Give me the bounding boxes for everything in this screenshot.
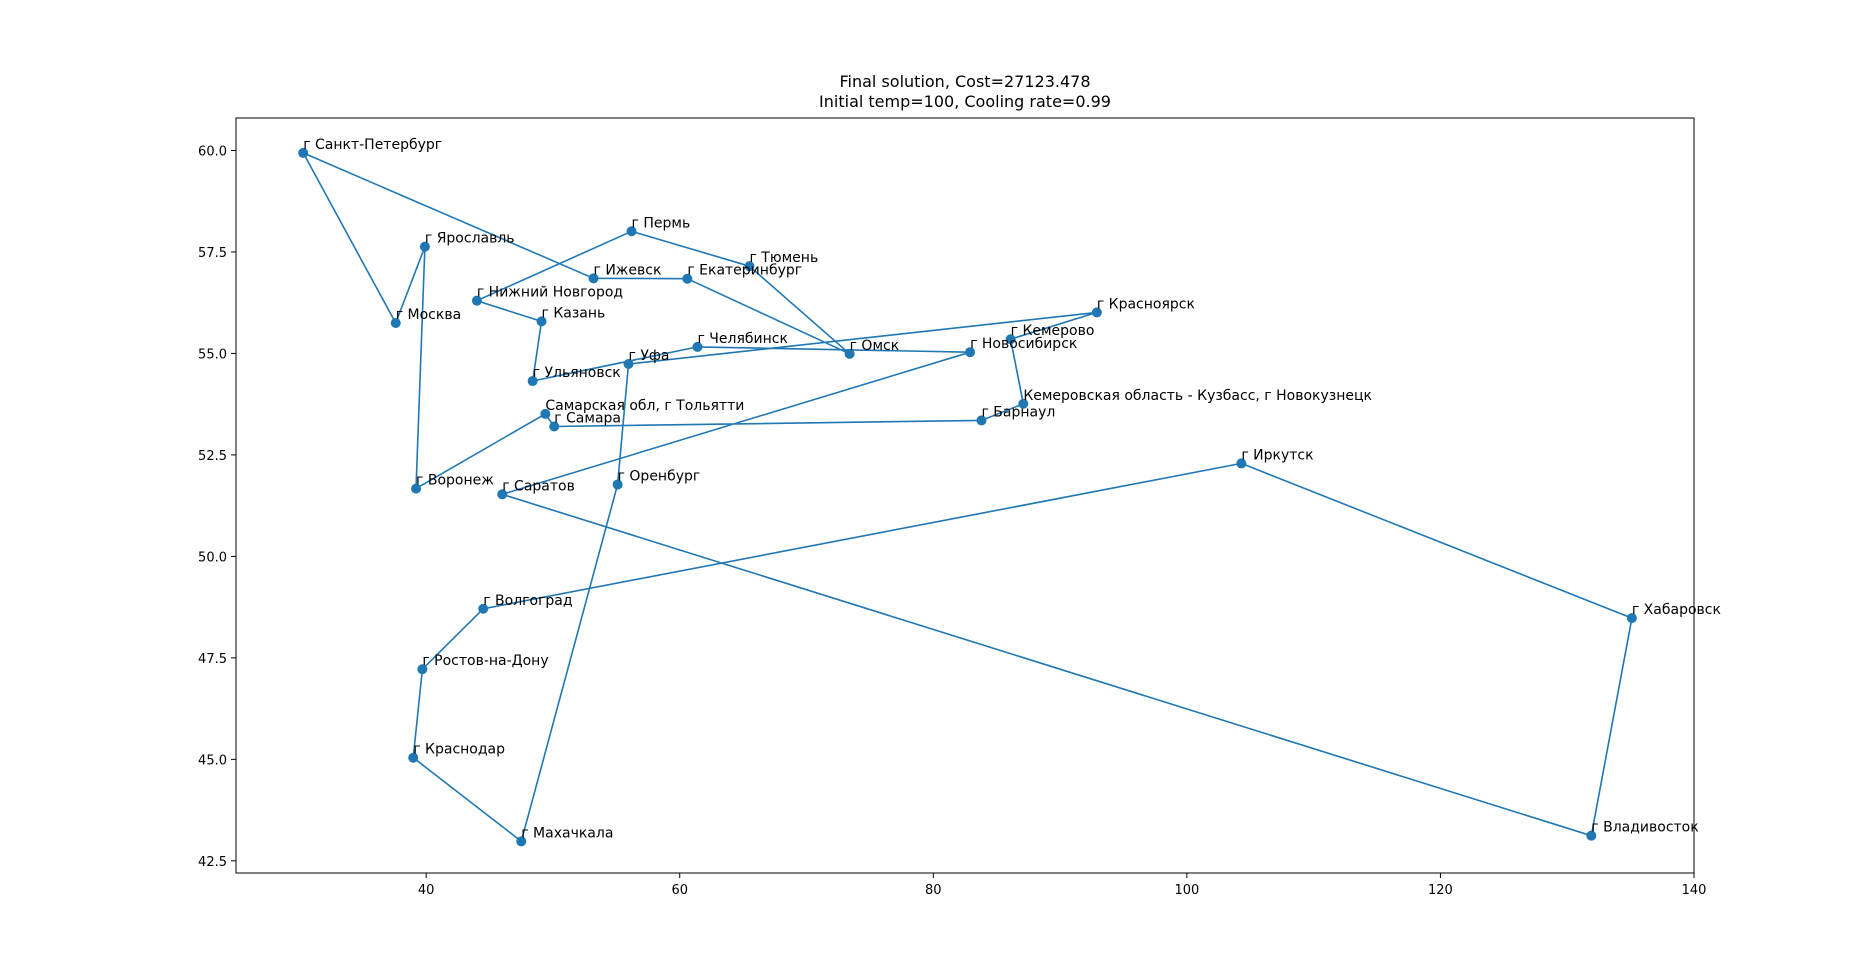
city-point bbox=[536, 316, 547, 327]
city-point bbox=[1586, 830, 1597, 841]
city-point bbox=[549, 421, 560, 432]
city-label: г Воронеж bbox=[416, 473, 494, 489]
city-point bbox=[298, 147, 309, 158]
x-tick-label: 80 bbox=[925, 883, 942, 898]
city-label: г Санкт-Петербург bbox=[303, 137, 442, 153]
city-point bbox=[527, 376, 538, 387]
x-tick-label: 60 bbox=[671, 883, 688, 898]
city-point bbox=[1018, 398, 1029, 409]
city-point bbox=[390, 317, 401, 328]
y-tick-label: 55.0 bbox=[198, 347, 227, 362]
city-label: г Кемерово bbox=[1011, 323, 1095, 339]
city-point bbox=[844, 348, 855, 359]
city-label: г Екатеринбург bbox=[687, 263, 802, 279]
axis-ticks: 40 60 80 100 120 140 42.5 45.0 47.5 50.0 52.5 55.0 5… bbox=[198, 144, 1706, 898]
city-point bbox=[588, 273, 599, 284]
city-point bbox=[626, 226, 637, 237]
y-tick-label: 57.5 bbox=[198, 246, 227, 261]
city-label: г Хабаровск bbox=[1632, 602, 1721, 618]
chart-title: Final solution, Cost=27123.478 bbox=[840, 72, 1091, 91]
city-point bbox=[411, 483, 422, 494]
chart-subtitle: Initial temp=100, Cooling rate=0.99 bbox=[819, 92, 1111, 111]
city-label: г Казань bbox=[542, 305, 606, 321]
y-tick-label: 52.5 bbox=[198, 449, 227, 464]
city-label: г Оренбург bbox=[618, 469, 701, 485]
city-label: г Тюмень bbox=[749, 250, 818, 266]
plot-area-frame bbox=[235, 117, 1695, 874]
city-label: г Новосибирск bbox=[970, 336, 1077, 352]
y-tick-label: 50.0 bbox=[198, 550, 227, 565]
city-label: г Саратов bbox=[502, 478, 575, 494]
y-tick-label: 60.0 bbox=[198, 144, 227, 159]
city-label: г Иркутск bbox=[1241, 447, 1313, 463]
city-point bbox=[419, 241, 430, 252]
city-label: г Москва bbox=[396, 307, 461, 323]
points-layer bbox=[298, 147, 1637, 847]
city-label: г Ростов-на-Дону bbox=[422, 653, 548, 669]
city-point bbox=[1626, 613, 1637, 624]
city-point bbox=[623, 358, 634, 369]
city-point bbox=[516, 836, 527, 847]
city-label: г Владивосток bbox=[1591, 820, 1698, 836]
city-label: г Самара bbox=[554, 410, 621, 426]
city-point bbox=[744, 261, 755, 272]
city-label: г Пермь bbox=[632, 215, 691, 231]
y-tick-label: 47.5 bbox=[198, 652, 227, 667]
x-tick-label: 140 bbox=[1682, 883, 1707, 898]
city-label: г Уфа bbox=[629, 348, 670, 364]
city-point bbox=[1091, 307, 1102, 318]
city-label: г Ярославль bbox=[425, 231, 515, 247]
x-tick-label: 120 bbox=[1428, 883, 1453, 898]
city-point bbox=[478, 603, 489, 614]
city-point bbox=[682, 273, 693, 284]
city-labels: г Санкт-Петербург г Москва г Ярославль г Во… bbox=[303, 137, 1721, 841]
city-label: г Ульяновск bbox=[533, 365, 621, 381]
y-tick-label: 45.0 bbox=[198, 753, 227, 768]
y-tick-label: 42.5 bbox=[198, 855, 227, 870]
city-label: г Красноярск bbox=[1097, 296, 1195, 312]
city-point bbox=[497, 489, 508, 500]
city-label: г Омск bbox=[850, 338, 900, 354]
city-label: Самарская обл, г Тольятти bbox=[545, 398, 744, 414]
city-point bbox=[540, 408, 551, 419]
city-point bbox=[1005, 334, 1016, 345]
city-label: г Барнаул bbox=[981, 404, 1055, 420]
city-label: г Челябинск bbox=[697, 331, 787, 347]
city-label: г Нижний Новгород bbox=[477, 285, 623, 301]
x-tick-label: 40 bbox=[418, 883, 435, 898]
city-point bbox=[692, 341, 703, 352]
city-point bbox=[965, 347, 976, 358]
city-label: г Ижевск bbox=[594, 262, 662, 278]
city-label: г Краснодар bbox=[413, 742, 505, 758]
city-point bbox=[612, 479, 623, 490]
city-label: г Волгоград bbox=[483, 593, 572, 609]
city-point bbox=[976, 415, 987, 426]
city-point bbox=[471, 295, 482, 306]
city-point bbox=[408, 752, 419, 763]
city-point bbox=[1236, 458, 1247, 469]
city-point bbox=[417, 664, 428, 675]
city-label: г Махачкала bbox=[521, 825, 613, 841]
x-tick-label: 100 bbox=[1174, 883, 1199, 898]
city-label: Кемеровская область - Кузбасс, г Новокуз… bbox=[1023, 388, 1372, 404]
